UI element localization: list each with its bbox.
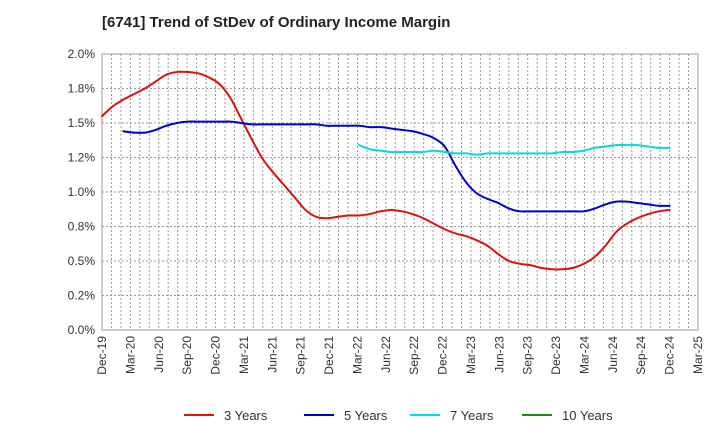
y-tick-label: 0.0% — [68, 323, 96, 337]
x-tick-label: Sep-23 — [521, 336, 535, 375]
legend-label: 3 Years — [224, 408, 268, 423]
x-tick-label: Jun-22 — [379, 336, 393, 373]
x-tick-label: Mar-24 — [577, 336, 591, 374]
x-tick-label: Mar-22 — [350, 336, 364, 374]
y-tick-label: 0.2% — [68, 289, 96, 303]
y-tick-label: 1.8% — [68, 82, 96, 96]
y-tick-label: 2.0% — [68, 47, 96, 61]
series-line-5-years — [122, 120, 671, 213]
y-tick-label: 0.8% — [68, 220, 96, 234]
chart-title: [6741] Trend of StDev of Ordinary Income… — [102, 14, 451, 31]
x-tick-label: Sep-24 — [634, 336, 648, 375]
x-tick-label: Sep-21 — [294, 336, 308, 375]
x-tick-label: Mar-20 — [123, 336, 137, 374]
x-tick-label: Mar-23 — [464, 336, 478, 374]
x-tick-label: Dec-19 — [95, 336, 109, 375]
y-tick-label: 1.0% — [68, 185, 96, 199]
series-lines — [101, 70, 671, 271]
y-tick-label: 1.5% — [68, 116, 96, 130]
grid-lines — [102, 53, 698, 331]
x-tick-label: Sep-20 — [180, 336, 194, 375]
x-tick-label: Dec-22 — [436, 336, 450, 375]
x-axis-ticks: Dec-19 Mar-20 Jun-20 Sep-20 Dec-20 Mar-21 Jun-… — [95, 336, 705, 375]
x-tick-label: Dec-21 — [322, 336, 336, 375]
y-axis-ticks: 0.0% 0.2% 0.5% 0.8% 1.0% 1.2% 1.5% 1.8% 2.0% — [68, 47, 96, 337]
y-tick-label: 0.5% — [68, 254, 96, 268]
x-tick-label: Sep-22 — [407, 336, 421, 375]
x-tick-label: Jun-23 — [492, 336, 506, 373]
x-tick-label: Dec-23 — [549, 336, 563, 375]
x-tick-label: Mar-25 — [691, 336, 705, 374]
legend: 3 Years 5 Years 7 Years 10 Years — [184, 408, 613, 423]
legend-label: 5 Years — [344, 408, 388, 423]
x-tick-label: Mar-21 — [237, 336, 251, 374]
x-tick-label: Dec-20 — [209, 336, 223, 375]
x-tick-label: Jun-20 — [152, 336, 166, 373]
legend-label: 10 Years — [562, 408, 613, 423]
x-tick-label: Dec-24 — [663, 336, 677, 375]
series-line-7-years — [358, 143, 671, 156]
legend-label: 7 Years — [450, 408, 494, 423]
y-tick-label: 1.2% — [68, 151, 96, 165]
series-line-3-years — [101, 70, 671, 271]
x-tick-label: Jun-24 — [606, 336, 620, 373]
x-tick-label: Jun-21 — [265, 336, 279, 373]
